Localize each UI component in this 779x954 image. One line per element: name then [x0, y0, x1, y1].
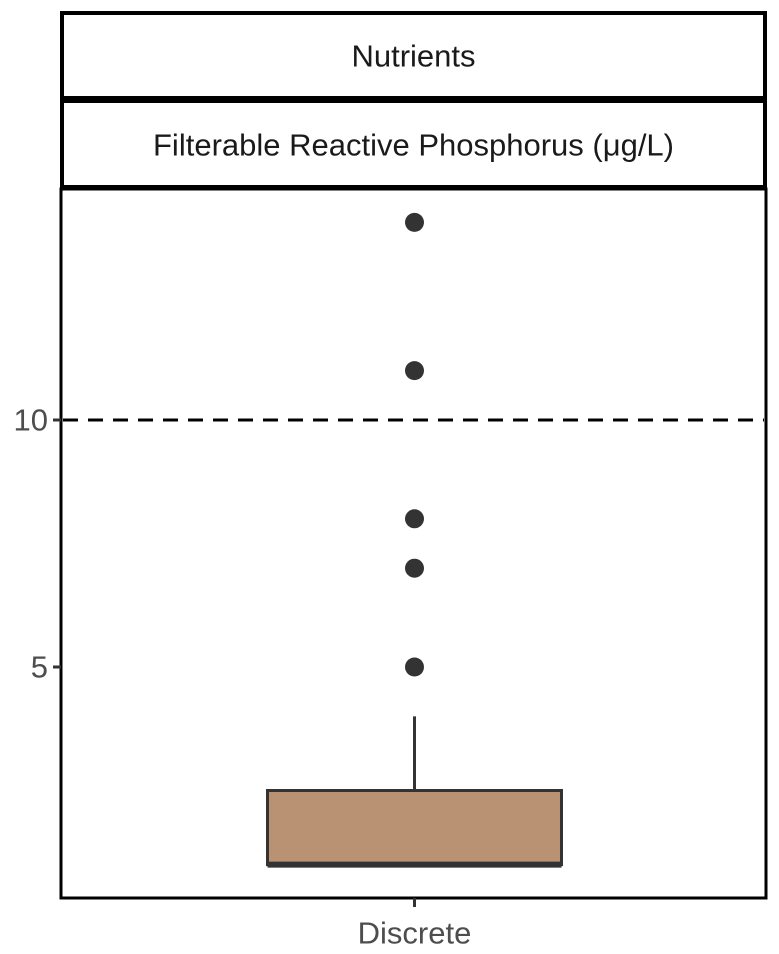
facet-strip-top: Nutrients: [60, 11, 767, 100]
facet-strip-sub: Filterable Reactive Phosphorus (μg/L): [60, 99, 767, 189]
y-tick-label: 10: [14, 403, 48, 438]
plot-panel: [59, 187, 768, 900]
outlier-point: [405, 509, 424, 529]
outlier-point: [405, 657, 424, 677]
box-iqr: [266, 789, 563, 867]
box-discrete: [266, 212, 563, 868]
facet-strip-top-label: Nutrients: [351, 39, 475, 74]
axis-layer: 5 10 Discrete: [14, 403, 472, 951]
outlier-point: [405, 558, 424, 578]
box-layer: [266, 212, 563, 868]
facet-strip-sub-label: Filterable Reactive Phosphorus (μg/L): [153, 128, 674, 163]
x-tick-label: Discrete: [358, 916, 472, 951]
outlier-point: [405, 212, 424, 232]
y-tick-label: 5: [31, 650, 48, 685]
outlier-point: [405, 361, 424, 381]
